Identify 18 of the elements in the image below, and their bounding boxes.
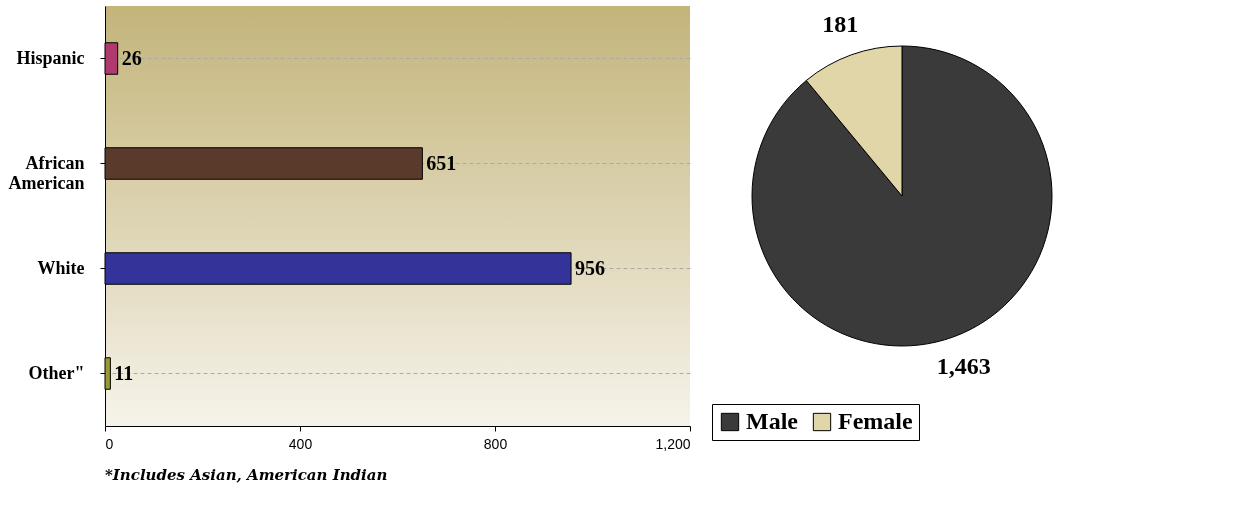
data-label: 956 xyxy=(575,256,606,279)
data-label: 651 xyxy=(426,151,457,174)
x-tick-label: 1,200 xyxy=(655,435,691,452)
data-label: 11 xyxy=(114,361,134,384)
text: *Includes Asian, American Indian xyxy=(105,466,388,484)
y-tick-label: White xyxy=(37,257,85,278)
x-tick-label: 400 xyxy=(288,435,313,452)
x-tick-label: 800 xyxy=(483,435,508,452)
legend-label: Male xyxy=(746,408,799,434)
pie-slice xyxy=(751,45,1053,347)
y-tick-label: Other" xyxy=(28,362,85,383)
x-tick-label: 0 xyxy=(105,435,114,452)
legend-label: Female xyxy=(838,408,913,434)
data-label: 1,463 xyxy=(936,353,991,380)
data-label: 26 xyxy=(121,46,142,69)
y-tick-label: Hispanic xyxy=(16,47,85,68)
data-label: 181 xyxy=(822,10,859,37)
y-tick-label: African American xyxy=(8,152,85,193)
